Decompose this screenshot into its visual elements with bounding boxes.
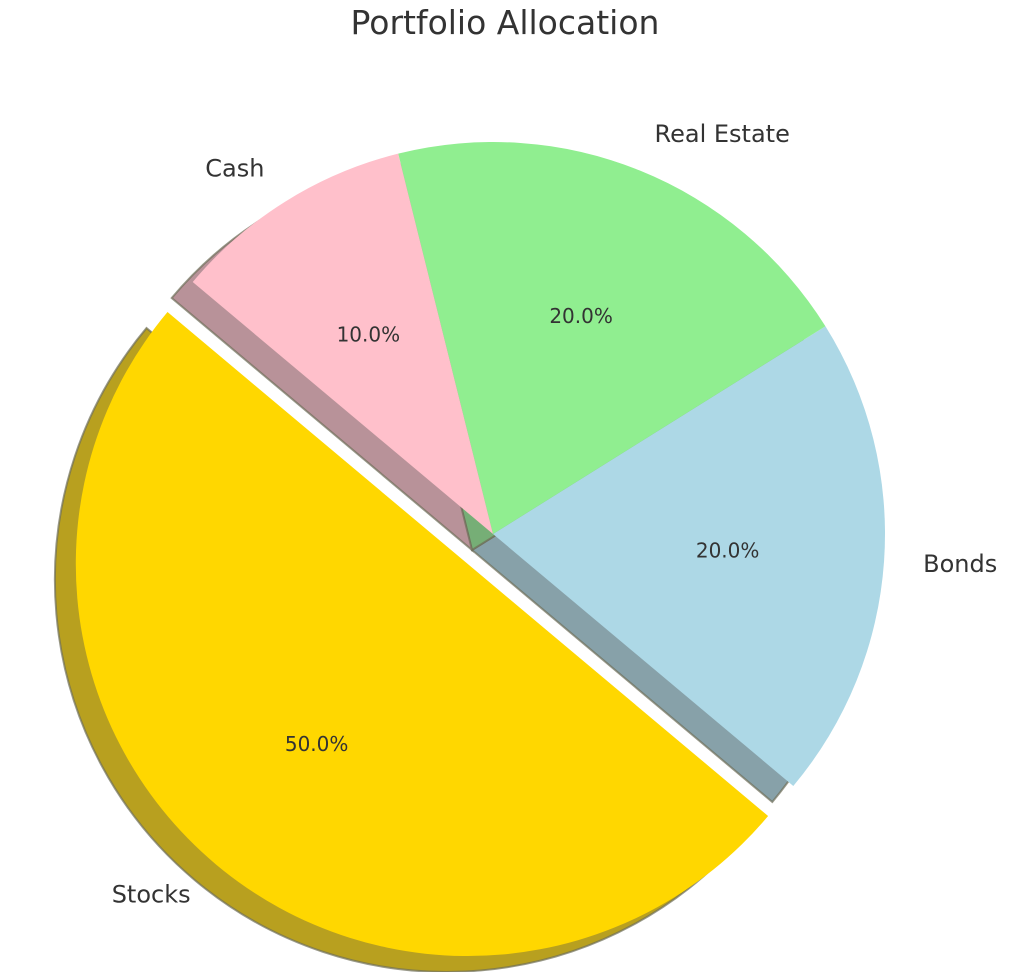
pie-slice-cash: [192, 153, 493, 534]
slice-label-bonds: Bonds: [923, 550, 997, 578]
pie-label-layer: Stocks 50.0% Bonds 20.0% Real Estate 20.0% Cas…: [112, 120, 998, 908]
slice-label-cash: Cash: [205, 154, 264, 182]
slice-label-real-estate: Real Estate: [655, 120, 790, 148]
slice-percent-bonds: 20.0%: [696, 538, 760, 562]
pie-slice-real-estate: [398, 141, 826, 534]
slice-label-stocks: Stocks: [112, 880, 191, 908]
pie-slice-stocks: [75, 312, 769, 957]
slice-percent-stocks: 50.0%: [285, 732, 349, 756]
slice-percent-cash: 10.0%: [337, 323, 401, 347]
slice-percent-real-estate: 20.0%: [549, 304, 613, 328]
chart-title: Portfolio Allocation: [351, 3, 660, 42]
pie-slice-bonds: [493, 326, 885, 786]
pie-slice-layer: [75, 141, 885, 957]
